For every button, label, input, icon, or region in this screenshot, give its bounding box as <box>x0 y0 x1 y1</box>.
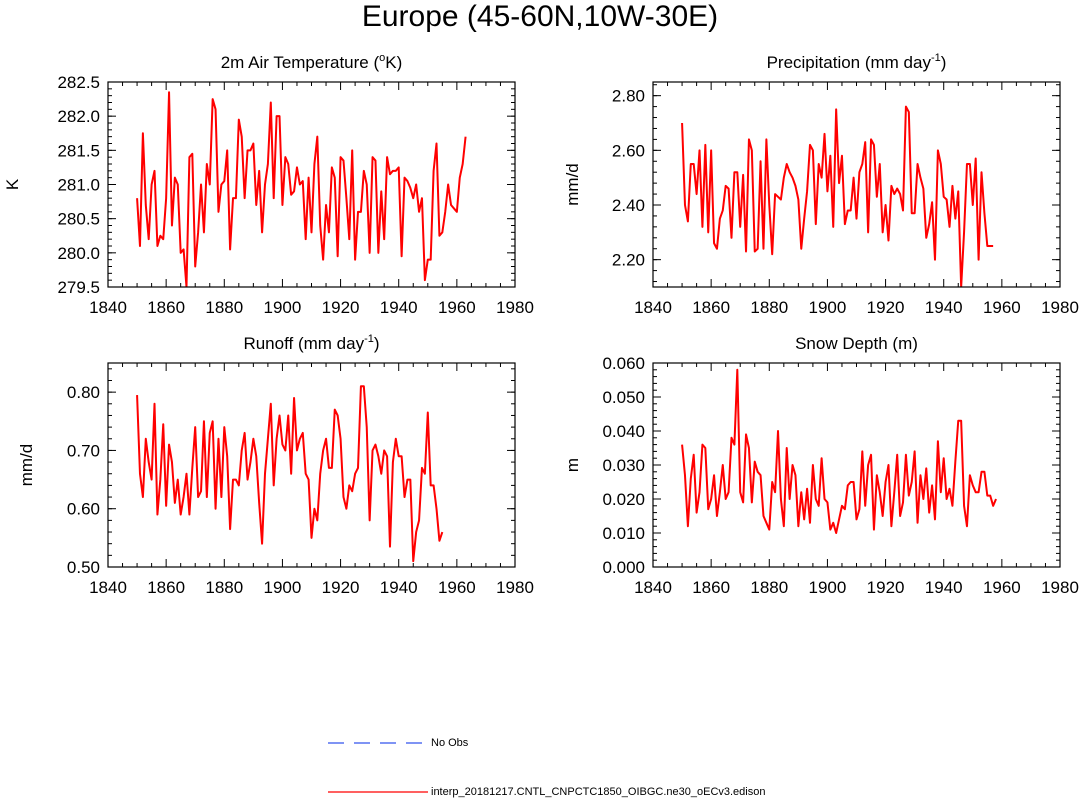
legend-model-label: interp_20181217.CNTL_CNPCTC1850_OIBGC.ne… <box>431 786 766 798</box>
series-line-snow-depth <box>681 368 997 534</box>
x-tick-label: 1860 <box>147 298 185 317</box>
y-tick-label: 0.70 <box>67 441 100 460</box>
y-tick-label: 0.040 <box>602 422 645 441</box>
panel-title-superscript: -1 <box>931 52 941 64</box>
x-tick-label: 1980 <box>496 298 534 317</box>
y-axis-label-precipitation: mm/d <box>563 163 582 206</box>
x-tick-label: 1940 <box>380 578 418 597</box>
series-line-temperature <box>136 91 467 287</box>
x-tick-label: 1980 <box>1041 298 1079 317</box>
x-tick-label: 1960 <box>983 578 1021 597</box>
y-tick-label: 281.5 <box>57 141 100 160</box>
y-tick-label: 2.80 <box>612 87 645 106</box>
y-tick-label: 2.20 <box>612 251 645 270</box>
plot-frame-snow-depth <box>652 362 1061 568</box>
panel-title-snow-depth: Snow Depth (m) <box>795 334 918 353</box>
x-tick-label: 1860 <box>692 298 730 317</box>
x-tick-label: 1840 <box>89 298 127 317</box>
panel-title-temperature: 2m Air Temperature (oK) <box>221 52 403 72</box>
plot-frame-runoff <box>107 362 516 568</box>
y-tick-label: 0.000 <box>602 558 645 577</box>
y-tick-label: 0.60 <box>67 500 100 519</box>
panel-title-runoff: Runoff (mm day-1) <box>243 333 379 353</box>
x-tick-label: 1860 <box>692 578 730 597</box>
y-tick-label: 0.060 <box>602 354 645 373</box>
panel-title-end: ) <box>941 53 947 72</box>
y-tick-label: 0.030 <box>602 456 645 475</box>
panel-title-text: Runoff (mm day <box>243 334 364 353</box>
x-tick-label: 1960 <box>438 578 476 597</box>
y-tick-label: 0.50 <box>67 558 100 577</box>
x-tick-label: 1900 <box>809 298 847 317</box>
y-tick-label: 0.020 <box>602 490 645 509</box>
x-tick-label: 1860 <box>147 578 185 597</box>
x-tick-label: 1940 <box>925 578 963 597</box>
y-tick-label: 0.010 <box>602 524 645 543</box>
y-axis-label-runoff: mm/d <box>17 444 36 487</box>
x-tick-label: 1880 <box>750 578 788 597</box>
y-tick-label: 2.60 <box>612 141 645 160</box>
plot-frame-precipitation <box>652 81 1061 288</box>
figure-title: Europe (45-60N,10W-30E) <box>361 0 719 33</box>
series-line-precipitation <box>681 105 994 287</box>
x-tick-label: 1840 <box>634 578 672 597</box>
x-tick-label: 1920 <box>867 298 905 317</box>
x-tick-label: 1840 <box>89 578 127 597</box>
x-tick-label: 1980 <box>496 578 534 597</box>
panel-title-precipitation: Precipitation (mm day-1) <box>767 52 947 72</box>
y-tick-label: 280.5 <box>57 210 100 229</box>
x-tick-label: 1920 <box>322 298 360 317</box>
x-tick-label: 1840 <box>634 298 672 317</box>
y-tick-label: 280.0 <box>57 244 100 263</box>
panel-title-text: 2m Air Temperature ( <box>221 53 380 72</box>
y-axis-label-snow-depth: m <box>563 458 582 472</box>
plot-frame-temperature <box>107 81 516 288</box>
x-tick-label: 1920 <box>322 578 360 597</box>
panel-title-text: Precipitation (mm day <box>767 53 932 72</box>
y-tick-label: 282.0 <box>57 107 100 126</box>
x-tick-label: 1980 <box>1041 578 1079 597</box>
series-line-runoff <box>136 385 444 563</box>
panel-title-superscript: -1 <box>364 333 374 345</box>
panel-snow-depth: Snow Depth (m) 1840 1860 1880 1900 1920 1940 19… <box>563 334 1079 597</box>
x-tick-label: 1960 <box>438 298 476 317</box>
panel-precipitation: Precipitation (mm day-1) 1840 1860 1880 1900… <box>563 52 1079 317</box>
x-tick-label: 1960 <box>983 298 1021 317</box>
y-axis-label-temperature: K <box>3 178 22 190</box>
panel-title-text: Snow Depth (m) <box>795 334 918 353</box>
x-tick-label: 1880 <box>205 298 243 317</box>
legend <box>328 742 428 793</box>
x-tick-label: 1900 <box>264 578 302 597</box>
y-tick-label: 0.050 <box>602 388 645 407</box>
x-tick-label: 1940 <box>925 298 963 317</box>
panel-temperature: 2m Air Temperature (oK) 1840 1860 1880 1900 1… <box>3 52 534 317</box>
y-tick-label: 2.40 <box>612 196 645 215</box>
panel-title-superscript: o <box>379 52 385 64</box>
x-tick-label: 1900 <box>264 298 302 317</box>
y-tick-label: 279.5 <box>57 278 100 297</box>
legend-obs-label: No Obs <box>431 737 469 749</box>
y-tick-label: 281.0 <box>57 176 100 195</box>
x-tick-label: 1940 <box>380 298 418 317</box>
panel-title-end: K) <box>385 53 402 72</box>
panel-title-end: ) <box>374 334 380 353</box>
x-tick-label: 1900 <box>809 578 847 597</box>
panels-group: 2m Air Temperature (oK)1840 1860 1880 1900 1… <box>3 52 1079 597</box>
x-tick-label: 1880 <box>750 298 788 317</box>
x-tick-label: 1880 <box>205 578 243 597</box>
y-tick-label: 282.5 <box>57 73 100 92</box>
y-tick-label: 0.80 <box>67 383 100 402</box>
panel-runoff: Runoff (mm day-1) 1840 1860 1880 1900 1920 194… <box>17 333 534 597</box>
x-tick-label: 1920 <box>867 578 905 597</box>
